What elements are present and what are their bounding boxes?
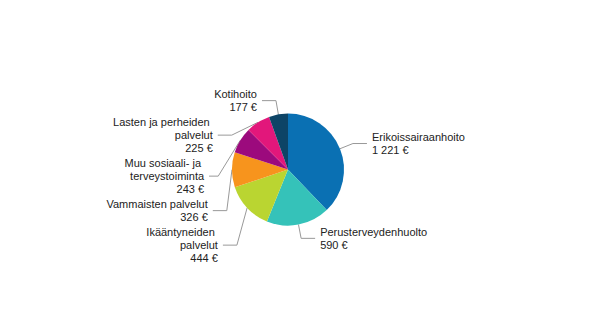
svg-text:Erikoissairaanhoito: Erikoissairaanhoito bbox=[372, 131, 465, 143]
svg-text:1 221 €: 1 221 € bbox=[372, 144, 409, 156]
svg-text:Kotihoito: Kotihoito bbox=[214, 88, 257, 100]
svg-text:Ikääntyneiden: Ikääntyneiden bbox=[146, 226, 218, 238]
svg-text:243 €: 243 € bbox=[177, 183, 205, 195]
svg-text:444 €: 444 € bbox=[190, 252, 218, 264]
svg-text:palvelut: palvelut bbox=[180, 239, 218, 251]
svg-text:terveystoiminta: terveystoiminta bbox=[130, 170, 205, 182]
svg-text:palvelut: palvelut bbox=[175, 129, 213, 141]
svg-text:Vammaisten palvelut: Vammaisten palvelut bbox=[106, 198, 207, 210]
svg-text:Lasten ja perheiden: Lasten ja perheiden bbox=[113, 116, 213, 128]
svg-text:Perusterveydenhuolto: Perusterveydenhuolto bbox=[320, 226, 427, 238]
svg-text:225 €: 225 € bbox=[185, 142, 213, 154]
svg-text:Muu sosiaali- ja: Muu sosiaali- ja bbox=[125, 157, 204, 169]
svg-text:326 €: 326 € bbox=[180, 211, 208, 223]
svg-text:590 €: 590 € bbox=[320, 239, 348, 251]
svg-text:177 €: 177 € bbox=[229, 101, 257, 113]
